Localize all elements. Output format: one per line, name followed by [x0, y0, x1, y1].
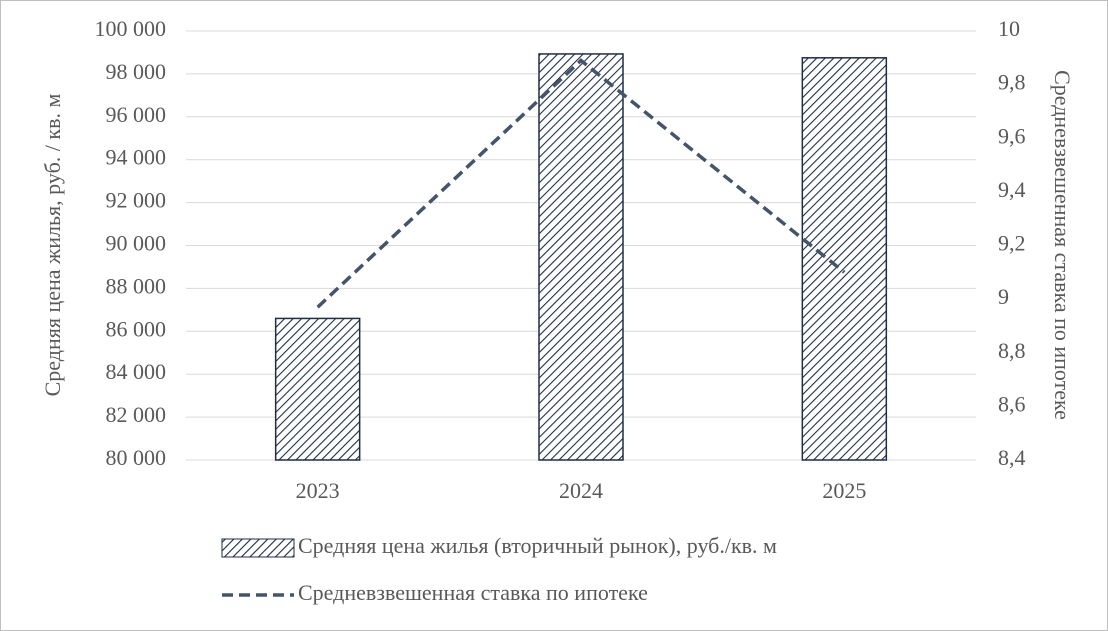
y-tick-label: 82 000 — [106, 402, 167, 427]
x-tick-label: 2025 — [822, 478, 866, 503]
y2-tick-label: 9 — [998, 284, 1009, 309]
y-tick-label: 86 000 — [106, 316, 167, 341]
y2-tick-label: 9,8 — [998, 70, 1026, 95]
y2-tick-label: 10 — [998, 16, 1020, 41]
y-tick-label: 88 000 — [106, 273, 167, 298]
bar — [274, 317, 361, 461]
bar — [538, 53, 624, 461]
y2-tick-label: 8,4 — [998, 445, 1026, 470]
legend-label: Средневзвешенная ставка по ипотеке — [298, 580, 648, 605]
y-tick-label: 94 000 — [106, 145, 167, 170]
y2-tick-label: 8,8 — [998, 338, 1026, 363]
y2-tick-label: 9,4 — [998, 177, 1026, 202]
y-tick-label: 92 000 — [106, 188, 167, 213]
y-tick-label: 90 000 — [106, 231, 167, 256]
y-axis-title: Средняя цена жилья, руб. / кв. м — [40, 94, 65, 397]
line — [316, 58, 846, 309]
y-tick-label: 84 000 — [106, 359, 167, 384]
legend-swatch — [221, 538, 295, 558]
y-tick-label: 98 000 — [106, 59, 167, 84]
y-tick-label: 80 000 — [106, 445, 167, 470]
x-tick-label: 2023 — [296, 478, 340, 503]
y2-tick-label: 9,6 — [998, 123, 1026, 148]
legend-label: Средняя цена жилья (вторичный рынок), ру… — [298, 533, 777, 558]
y-tick-label: 100 000 — [95, 16, 167, 41]
y2-tick-label: 9,2 — [998, 231, 1026, 256]
x-tick-label: 2024 — [559, 478, 603, 503]
bar — [801, 57, 888, 461]
y-tick-label: 96 000 — [106, 102, 167, 127]
y2-tick-label: 8,6 — [998, 391, 1026, 416]
y2-axis-title: Средневзвешенная ставка по ипотеке — [1050, 70, 1075, 420]
